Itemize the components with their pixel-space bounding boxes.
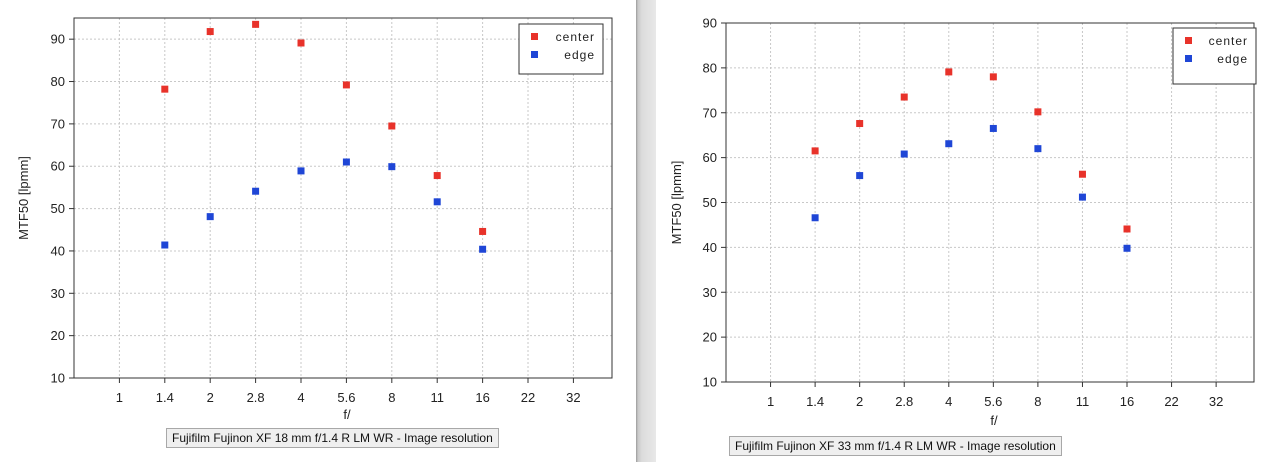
data-point-edge	[297, 167, 305, 175]
chart-caption: Fujifilm Fujinon XF 33 mm f/1.4 R LM WR …	[729, 436, 1062, 456]
data-point-edge	[945, 140, 953, 148]
x-tick-label: 22	[1164, 394, 1178, 409]
x-tick-label: 4	[945, 394, 952, 409]
y-tick-label: 70	[51, 116, 65, 131]
x-tick-label: 5.6	[337, 390, 355, 405]
data-point-center	[811, 147, 819, 155]
chart-panel-33mm: 10 20 30 40 50 60 70 80 90 1 1.4 2 2.8 4 5.6 8 11 16 22 32 f…	[656, 0, 1280, 462]
data-point-center	[479, 227, 487, 235]
data-point-edge	[1078, 193, 1086, 201]
y-tick-label: 90	[703, 16, 717, 31]
x-tick-label: 2.8	[895, 394, 913, 409]
data-point-edge	[206, 213, 214, 221]
x-tick-label: 32	[566, 390, 580, 405]
plot-frame	[725, 22, 1255, 383]
data-point-center	[342, 81, 350, 89]
x-axis-label: f/	[990, 413, 998, 428]
y-tick-label: 80	[703, 60, 717, 75]
x-tick-label: 2	[856, 394, 863, 409]
y-tick-label: 60	[703, 150, 717, 165]
legend-label-center: center	[1209, 34, 1248, 48]
data-point-edge	[433, 198, 441, 206]
data-point-edge	[989, 124, 997, 132]
x-tick-label: 1	[767, 394, 774, 409]
mtf50-chart-33mm: 10 20 30 40 50 60 70 80 90 1 1.4 2 2.8 4 5.6 8 11 16 22 32 f…	[669, 16, 1257, 428]
legend-box	[518, 23, 604, 75]
legend-box	[1172, 27, 1257, 85]
x-tick-label: 2.8	[247, 390, 265, 405]
y-tick-label: 20	[51, 328, 65, 343]
x-tick-label: 32	[1209, 394, 1223, 409]
x-tick-label: 16	[475, 390, 489, 405]
x-tick-label: 2	[207, 390, 214, 405]
x-tick-label: 16	[1120, 394, 1134, 409]
legend-label-edge: edge	[1217, 52, 1248, 66]
x-tick-label: 22	[521, 390, 535, 405]
data-point-center	[1034, 108, 1042, 116]
y-tick-label: 30	[703, 285, 717, 300]
y-tick-label: 20	[703, 330, 717, 345]
data-point-center	[388, 122, 396, 130]
data-point-center	[900, 93, 908, 101]
data-point-edge	[342, 158, 350, 166]
y-axis-label: MTF50 [lpmm]	[16, 156, 31, 240]
x-tick-label: 11	[1076, 394, 1090, 409]
x-tick-label: 1	[116, 390, 123, 405]
y-tick-label: 40	[51, 243, 65, 258]
y-tick-label: 30	[51, 286, 65, 301]
legend-marker-center	[1185, 37, 1192, 44]
chart-caption: Fujifilm Fujinon XF 18 mm f/1.4 R LM WR …	[166, 428, 499, 448]
data-point-center	[1123, 225, 1131, 233]
y-tick-label: 10	[703, 375, 717, 390]
legend-marker-edge	[1185, 55, 1192, 62]
y-tick-label: 50	[51, 201, 65, 216]
data-point-edge	[161, 241, 169, 249]
legend-marker-edge	[531, 51, 538, 58]
data-point-center	[252, 20, 260, 28]
x-tick-label: 4	[297, 390, 304, 405]
window-divider	[636, 0, 656, 462]
y-tick-label: 40	[703, 240, 717, 255]
legend-label-center: center	[556, 30, 595, 44]
legend-marker-center	[531, 33, 538, 40]
data-point-edge	[856, 172, 864, 180]
y-tick-label: 70	[703, 105, 717, 120]
y-tick-label: 50	[703, 195, 717, 210]
data-point-center	[161, 85, 169, 93]
data-point-edge	[1034, 145, 1042, 153]
mtf50-chart-18mm: 10 20 30 40 50 60 70 80 90 1 1.4 2 2.8 4 5.6 8 11 16 22 32 f…	[16, 17, 613, 422]
y-tick-label: 10	[51, 371, 65, 386]
data-point-center	[433, 172, 441, 180]
x-tick-label: 1.4	[156, 390, 174, 405]
chart-panel-18mm: 10 20 30 40 50 60 70 80 90 1 1.4 2 2.8 4 5.6 8 11 16 22 32 f…	[0, 0, 636, 462]
plot-area	[74, 18, 612, 378]
y-axis-label: MTF50 [lpmm]	[669, 161, 684, 245]
plot-frame	[73, 17, 613, 379]
x-tick-label: 8	[1034, 394, 1041, 409]
x-axis-label: f/	[343, 407, 351, 422]
data-point-center	[206, 28, 214, 36]
data-point-center	[1078, 170, 1086, 178]
x-tick-label: 1.4	[806, 394, 824, 409]
y-tick-label: 90	[51, 32, 65, 47]
x-tick-label: 8	[388, 390, 395, 405]
x-tick-label: 11	[430, 390, 444, 405]
data-point-center	[989, 73, 997, 81]
data-point-edge	[388, 163, 396, 171]
data-point-edge	[811, 214, 819, 222]
data-point-edge	[900, 150, 908, 158]
x-tick-label: 5.6	[984, 394, 1002, 409]
data-point-edge	[479, 245, 487, 253]
data-point-center	[945, 68, 953, 76]
data-point-edge	[252, 187, 260, 195]
y-tick-label: 80	[51, 74, 65, 89]
data-point-center	[297, 39, 305, 47]
data-point-center	[856, 120, 864, 128]
legend-label-edge: edge	[564, 48, 595, 62]
data-point-edge	[1123, 244, 1131, 252]
y-tick-label: 60	[51, 159, 65, 174]
